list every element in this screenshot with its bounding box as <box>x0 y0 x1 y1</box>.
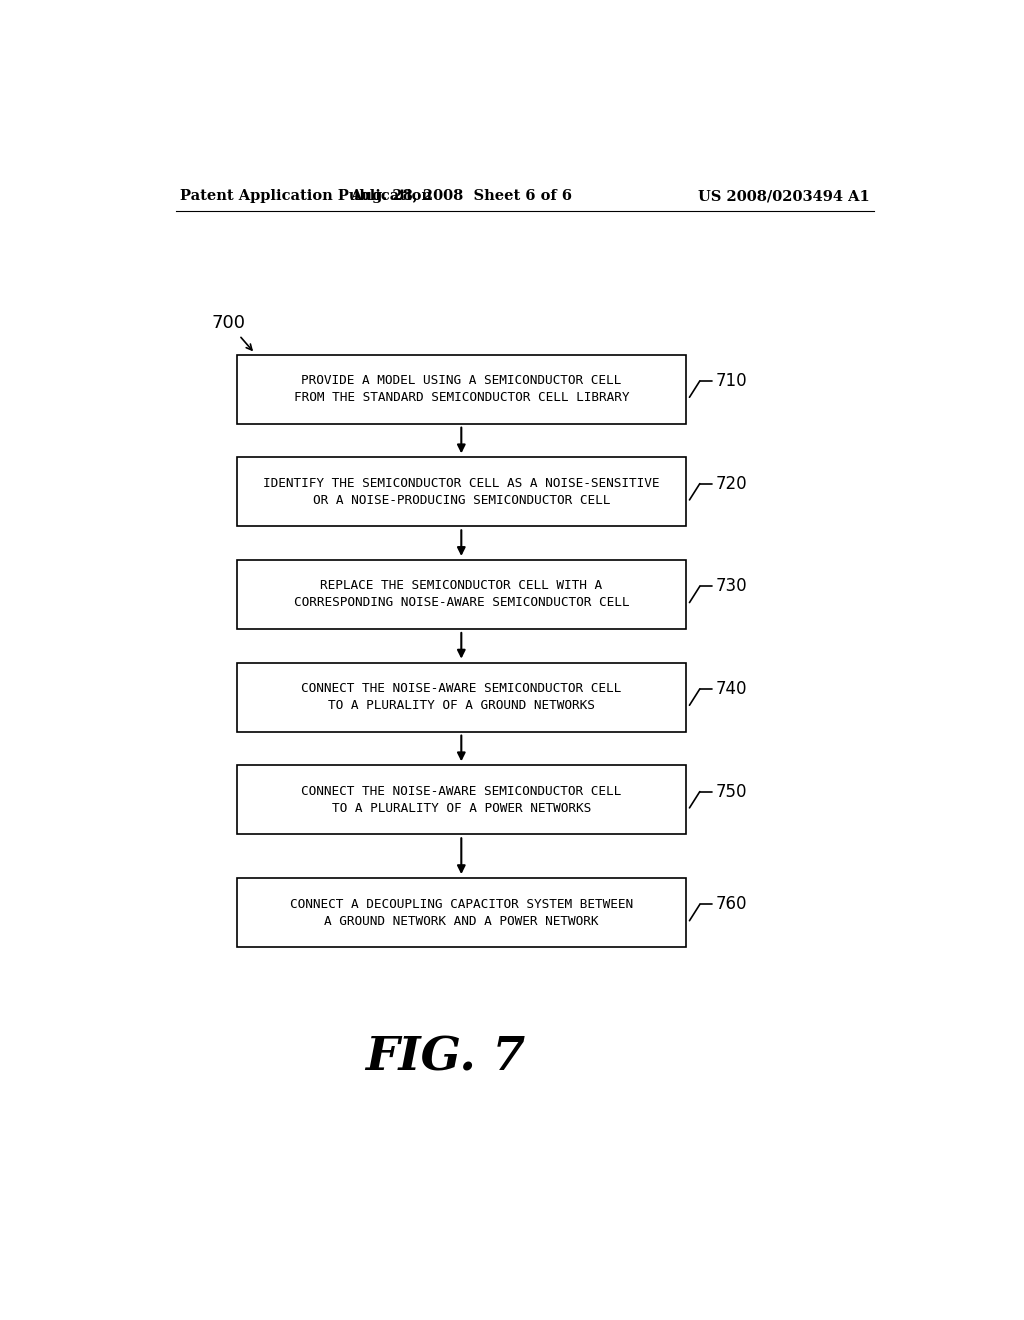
Text: 760: 760 <box>716 895 748 913</box>
Text: PROVIDE A MODEL USING A SEMICONDUCTOR CELL
FROM THE STANDARD SEMICONDUCTOR CELL : PROVIDE A MODEL USING A SEMICONDUCTOR CE… <box>294 374 629 404</box>
Text: 740: 740 <box>716 680 748 698</box>
Text: 700: 700 <box>211 314 246 333</box>
FancyBboxPatch shape <box>238 457 685 527</box>
FancyBboxPatch shape <box>238 663 685 731</box>
Text: CONNECT A DECOUPLING CAPACITOR SYSTEM BETWEEN
A GROUND NETWORK AND A POWER NETWO: CONNECT A DECOUPLING CAPACITOR SYSTEM BE… <box>290 898 633 928</box>
Text: 710: 710 <box>716 372 748 389</box>
FancyBboxPatch shape <box>238 878 685 948</box>
FancyBboxPatch shape <box>238 766 685 834</box>
Text: Patent Application Publication: Patent Application Publication <box>179 189 431 203</box>
Text: Aug. 28, 2008  Sheet 6 of 6: Aug. 28, 2008 Sheet 6 of 6 <box>350 189 572 203</box>
Text: FIG. 7: FIG. 7 <box>366 1035 525 1081</box>
Text: 730: 730 <box>716 577 748 595</box>
Text: CONNECT THE NOISE-AWARE SEMICONDUCTOR CELL
TO A PLURALITY OF A GROUND NETWORKS: CONNECT THE NOISE-AWARE SEMICONDUCTOR CE… <box>301 682 622 711</box>
Text: CONNECT THE NOISE-AWARE SEMICONDUCTOR CELL
TO A PLURALITY OF A POWER NETWORKS: CONNECT THE NOISE-AWARE SEMICONDUCTOR CE… <box>301 785 622 814</box>
Text: 720: 720 <box>716 475 748 492</box>
FancyBboxPatch shape <box>238 560 685 630</box>
Text: US 2008/0203494 A1: US 2008/0203494 A1 <box>698 189 870 203</box>
Text: IDENTIFY THE SEMICONDUCTOR CELL AS A NOISE-SENSITIVE
OR A NOISE-PRODUCING SEMICO: IDENTIFY THE SEMICONDUCTOR CELL AS A NOI… <box>263 477 659 507</box>
FancyBboxPatch shape <box>238 355 685 424</box>
Text: REPLACE THE SEMICONDUCTOR CELL WITH A
CORRESPONDING NOISE-AWARE SEMICONDUCTOR CE: REPLACE THE SEMICONDUCTOR CELL WITH A CO… <box>294 579 629 610</box>
Text: 750: 750 <box>716 783 748 801</box>
